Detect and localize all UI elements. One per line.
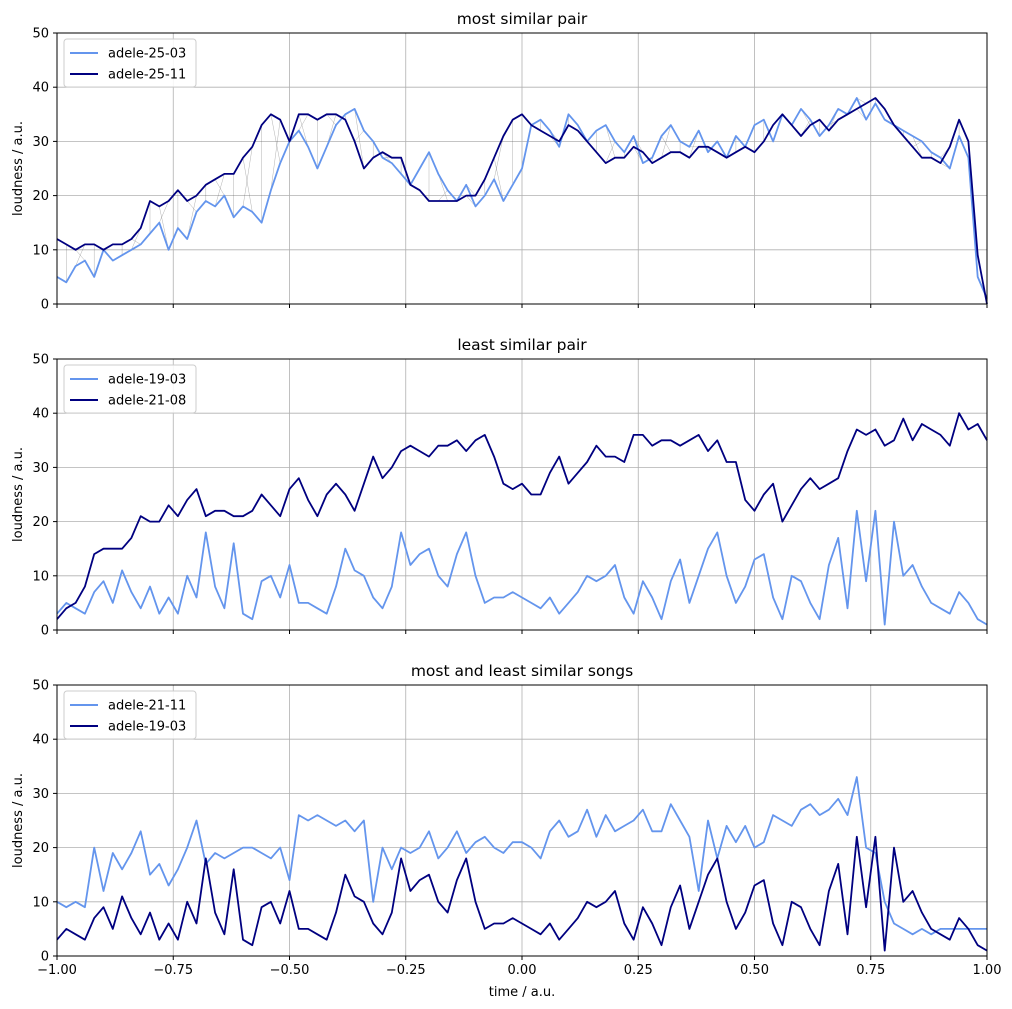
x-tick-label: −0.75 xyxy=(153,963,193,978)
alignment-line xyxy=(131,238,141,245)
alignment-line xyxy=(912,141,923,148)
x-tick-label: 0.50 xyxy=(740,963,769,978)
alignment-line xyxy=(75,244,86,267)
chart-title: most similar pair xyxy=(457,10,588,28)
alignment-line xyxy=(270,114,281,164)
y-tick-label: 10 xyxy=(32,243,49,258)
alignment-line xyxy=(438,190,448,202)
y-tick-label: 20 xyxy=(32,841,49,856)
x-tick-label: 0.25 xyxy=(624,963,653,978)
x-axis-label: time / a.u. xyxy=(489,985,556,1000)
series-line-adele-19-03 xyxy=(56,835,988,952)
legend-label: adele-21-08 xyxy=(108,394,186,409)
y-tick-label: 30 xyxy=(32,461,49,476)
alignment-line xyxy=(214,173,225,207)
alignment-line xyxy=(605,141,616,164)
alignment-line xyxy=(912,135,923,158)
y-axis-label: loudness / a.u. xyxy=(11,447,26,542)
subplot-1: 0 10 20 30 40 50 most similar pair loudness / a… xyxy=(11,10,988,313)
y-axis-label: loudness / a.u. xyxy=(11,121,26,216)
y-tick-label: 0 xyxy=(41,950,49,965)
legend-label: adele-19-03 xyxy=(108,720,186,735)
alignment-line xyxy=(270,119,281,191)
legend-label: adele-25-03 xyxy=(108,47,186,62)
alignment-line xyxy=(493,157,504,202)
series-line-adele-25-03 xyxy=(56,97,988,299)
alignment-line xyxy=(298,114,309,131)
x-tick-label: −0.25 xyxy=(386,963,426,978)
alignment-line xyxy=(242,146,253,207)
alignment-line xyxy=(131,228,141,250)
y-tick-label: 50 xyxy=(32,679,49,694)
x-tick-label: 0.75 xyxy=(856,963,885,978)
chart-title: most and least similar songs xyxy=(411,662,633,680)
y-tick-label: 0 xyxy=(41,624,49,639)
x-tick-label: −0.50 xyxy=(270,963,310,978)
y-tick-label: 50 xyxy=(32,353,49,368)
y-tick-label: 40 xyxy=(32,81,49,96)
y-tick-label: 40 xyxy=(32,733,49,748)
x-tick-label: 0.00 xyxy=(508,963,537,978)
legend-label: adele-25-11 xyxy=(108,68,186,83)
y-tick-label: 20 xyxy=(32,515,49,530)
y-tick-label: 30 xyxy=(32,787,49,802)
alignment-line xyxy=(75,249,86,261)
subplot-3: −1.00 −0.75 −0.50 −0.25 0.00 0.25 0.50 0.75 1.00… xyxy=(11,662,1001,1000)
y-tick-label: 40 xyxy=(32,407,49,422)
series-line-adele-25-11 xyxy=(56,97,988,305)
legend-label: adele-19-03 xyxy=(108,373,186,388)
legend-label: adele-21-11 xyxy=(108,699,186,714)
y-tick-label: 30 xyxy=(32,135,49,150)
alignment-line xyxy=(354,108,365,169)
alignment-line xyxy=(661,125,672,158)
x-tick-label: −1.00 xyxy=(37,963,77,978)
alignment-line xyxy=(438,173,448,202)
series-line-adele-21-08 xyxy=(56,412,988,620)
alignment-line xyxy=(214,179,225,196)
y-tick-label: 20 xyxy=(32,189,49,204)
alignment-line xyxy=(326,114,337,126)
alignment-line xyxy=(187,200,197,213)
subplot-2: 0 10 20 30 40 50 least similar pair loudness / … xyxy=(11,336,988,639)
x-tick-label: 1.00 xyxy=(973,963,1002,978)
series-line-adele-21-11 xyxy=(56,776,987,936)
alignment-line xyxy=(856,97,867,104)
alignment-line xyxy=(605,125,616,158)
y-tick-label: 10 xyxy=(32,895,49,910)
alignment-line xyxy=(298,114,309,147)
series-line-adele-19-03 xyxy=(56,509,988,626)
y-tick-label: 50 xyxy=(32,27,49,42)
alignment-line xyxy=(661,135,672,153)
y-tick-label: 10 xyxy=(32,569,49,584)
y-tick-label: 0 xyxy=(41,298,49,313)
y-axis-label: loudness / a.u. xyxy=(11,773,26,868)
alignment-line xyxy=(354,130,365,142)
alignment-line xyxy=(159,200,169,223)
alignment-line xyxy=(493,135,504,180)
chart-title: least similar pair xyxy=(457,336,587,354)
alignment-line xyxy=(242,157,253,212)
